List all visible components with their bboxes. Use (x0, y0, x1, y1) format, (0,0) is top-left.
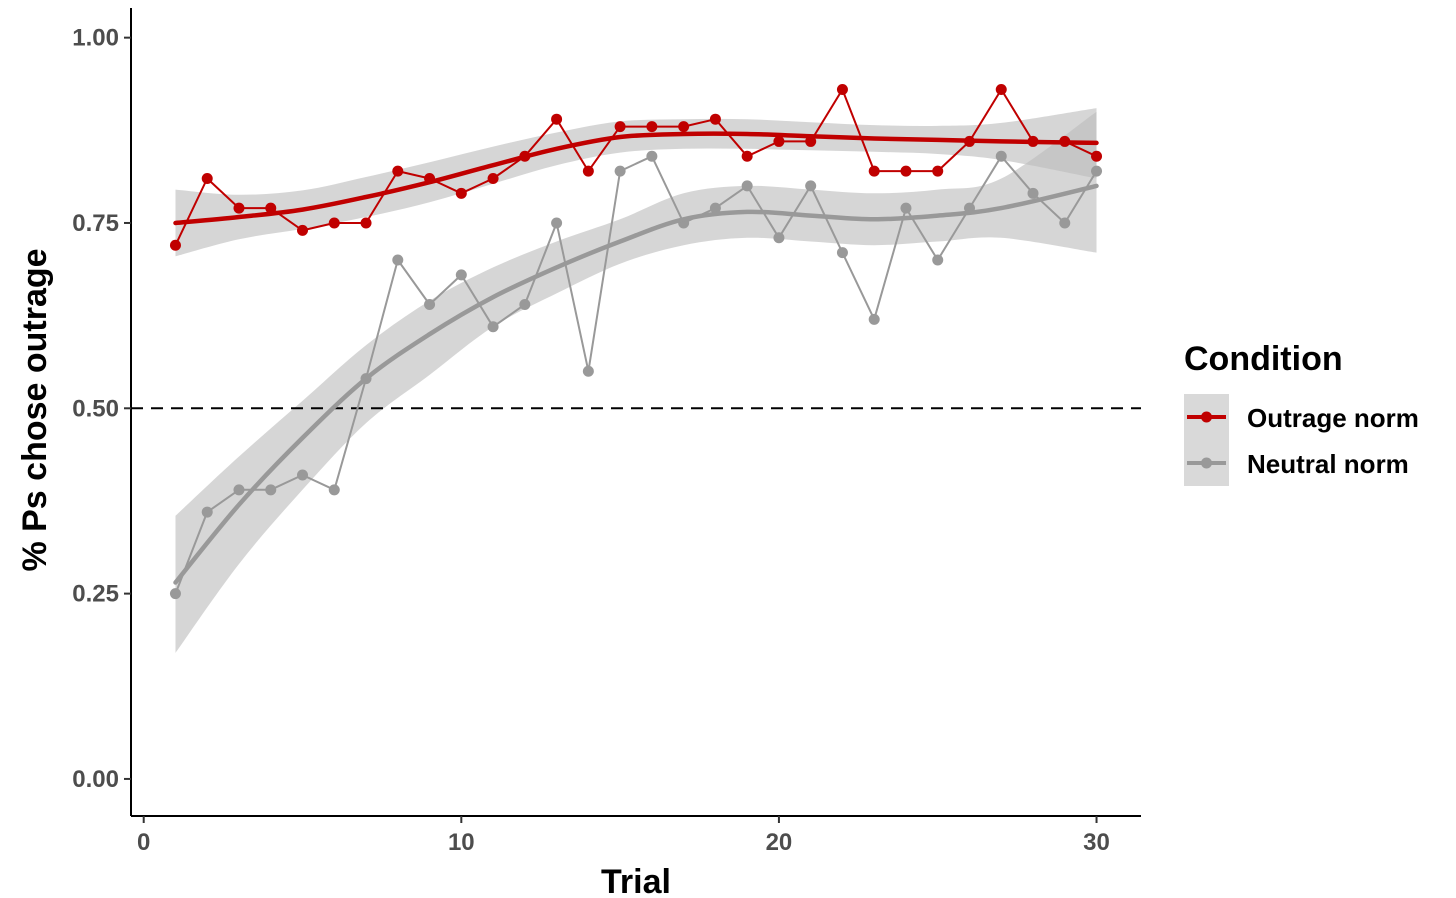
neutral-norm-point (773, 232, 785, 244)
neutral-norm-point (297, 469, 309, 481)
y-axis-title: % Ps chose outrage (16, 248, 54, 571)
outrage-norm-point (995, 84, 1007, 96)
neutral-norm-point (1027, 187, 1039, 199)
neutral-norm-point (169, 588, 181, 600)
neutral-norm-point (900, 202, 912, 214)
neutral-norm-point (455, 269, 467, 281)
y-tick-label: 0.75 (72, 210, 119, 237)
outrage-norm-point (646, 121, 658, 133)
neutral-norm-point (868, 313, 880, 325)
legend-item-neutral-norm: Neutral norm (1184, 440, 1409, 486)
outrage-norm-point (487, 172, 499, 184)
neutral-norm-point (836, 247, 848, 259)
legend-label: Outrage norm (1247, 403, 1419, 433)
neutral-norm-point (709, 202, 721, 214)
outrage-norm-point (551, 113, 563, 125)
y-tick-label: 0.50 (72, 395, 119, 422)
x-tick-label: 20 (766, 829, 793, 856)
outrage-norm-point (265, 202, 277, 214)
y-axis-ticks: 0.00 0.25 0.50 0.75 1.00 (72, 25, 131, 793)
outrage-norm-confidence-band (175, 108, 1097, 257)
outrage-norm-point (868, 165, 880, 177)
neutral-norm-point (328, 484, 340, 496)
outrage-norm-point (900, 165, 912, 177)
outrage-norm-point (773, 135, 785, 147)
outrage-norm-smooth-line (173, 131, 1099, 226)
neutral-norm-line (174, 155, 1098, 594)
outrage-norm-point (201, 172, 213, 184)
outrage-norm-point (233, 202, 245, 214)
y-tick-label: 0.00 (72, 766, 119, 793)
y-tick-label: 1.00 (72, 25, 119, 52)
neutral-norm-point (995, 150, 1007, 162)
series-lines (169, 84, 1103, 600)
neutral-norm-point (265, 484, 277, 496)
neutral-norm-point (201, 506, 213, 518)
neutral-norm-point (1091, 165, 1103, 177)
neutral-norm-point (233, 484, 245, 496)
legend-key-point (1201, 457, 1212, 469)
legend-title: Condition (1184, 340, 1343, 378)
outrage-norm-point (614, 121, 626, 133)
x-axis-ticks: 0 10 20 30 (137, 816, 1110, 856)
outrage-norm-point (836, 84, 848, 96)
x-tick-label: 30 (1083, 829, 1110, 856)
outrage-norm-series (169, 84, 1103, 251)
neutral-norm-point (551, 217, 563, 229)
outrage-norm-point (582, 165, 594, 177)
legend: Condition Outrage norm Neutral norm (1184, 340, 1419, 486)
neutral-norm-point (646, 150, 658, 162)
outrage-norm-point (169, 239, 181, 251)
neutral-norm-point (519, 299, 531, 311)
neutral-norm-point (741, 180, 753, 192)
neutral-norm-point (614, 165, 626, 177)
legend-label: Neutral norm (1247, 449, 1409, 479)
neutral-norm-point (1059, 217, 1071, 229)
axes (130, 8, 1141, 817)
x-axis-title: Trial (601, 863, 671, 898)
outrage-norm-point (297, 224, 309, 236)
outrage-norm-point (455, 187, 467, 199)
outrage-norm-point (392, 165, 404, 177)
neutral-norm-point (424, 299, 436, 311)
neutral-norm-smooth-line (173, 183, 1099, 585)
neutral-norm-point (392, 254, 404, 266)
x-tick-label: 10 (448, 829, 475, 856)
neutral-norm-point (932, 254, 944, 266)
outrage-norm-point (741, 150, 753, 162)
outrage-norm-point (805, 135, 817, 147)
outrage-norm-point (678, 121, 690, 133)
neutral-norm-point (582, 365, 594, 377)
neutral-norm-series (169, 150, 1103, 600)
outrage-norm-point (328, 217, 340, 229)
outrage-norm-point (360, 217, 372, 229)
outrage-norm-point (1091, 150, 1103, 162)
outrage-norm-point (709, 113, 721, 125)
x-tick-label: 0 (137, 829, 150, 856)
neutral-norm-point (487, 321, 499, 333)
y-tick-label: 0.25 (72, 581, 119, 608)
outrage-norm-point (932, 165, 944, 177)
legend-item-outrage-norm: Outrage norm (1184, 394, 1419, 440)
neutral-norm-point (805, 180, 817, 192)
legend-key-point (1201, 411, 1212, 423)
